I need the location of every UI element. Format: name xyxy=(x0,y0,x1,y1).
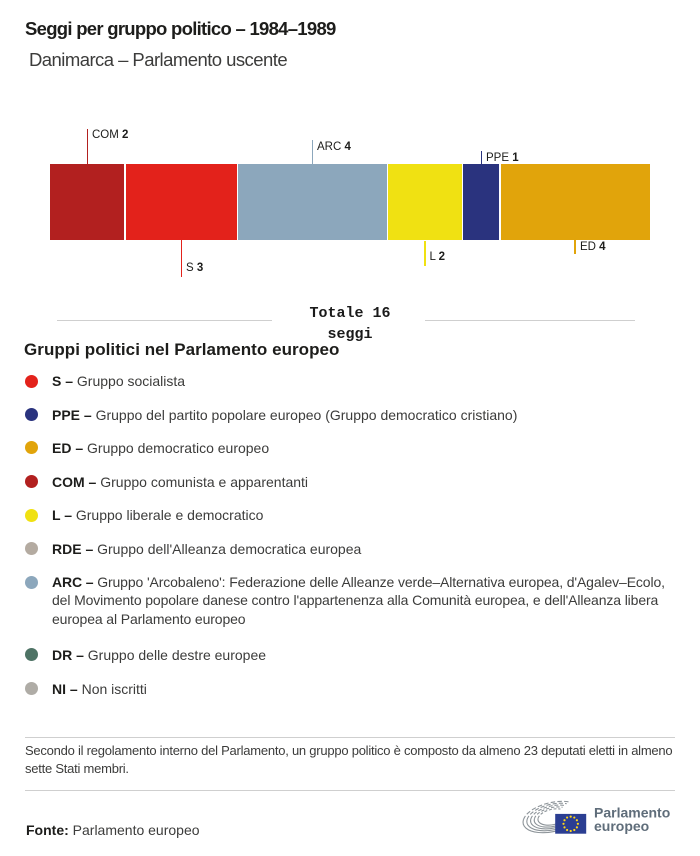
svg-text:europeo: europeo xyxy=(594,818,649,834)
svg-text:Parlamento: Parlamento xyxy=(594,805,670,821)
